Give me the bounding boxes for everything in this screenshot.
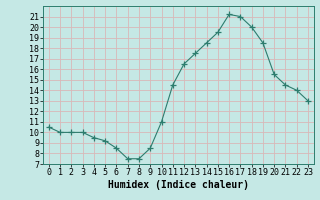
X-axis label: Humidex (Indice chaleur): Humidex (Indice chaleur)	[108, 180, 249, 190]
